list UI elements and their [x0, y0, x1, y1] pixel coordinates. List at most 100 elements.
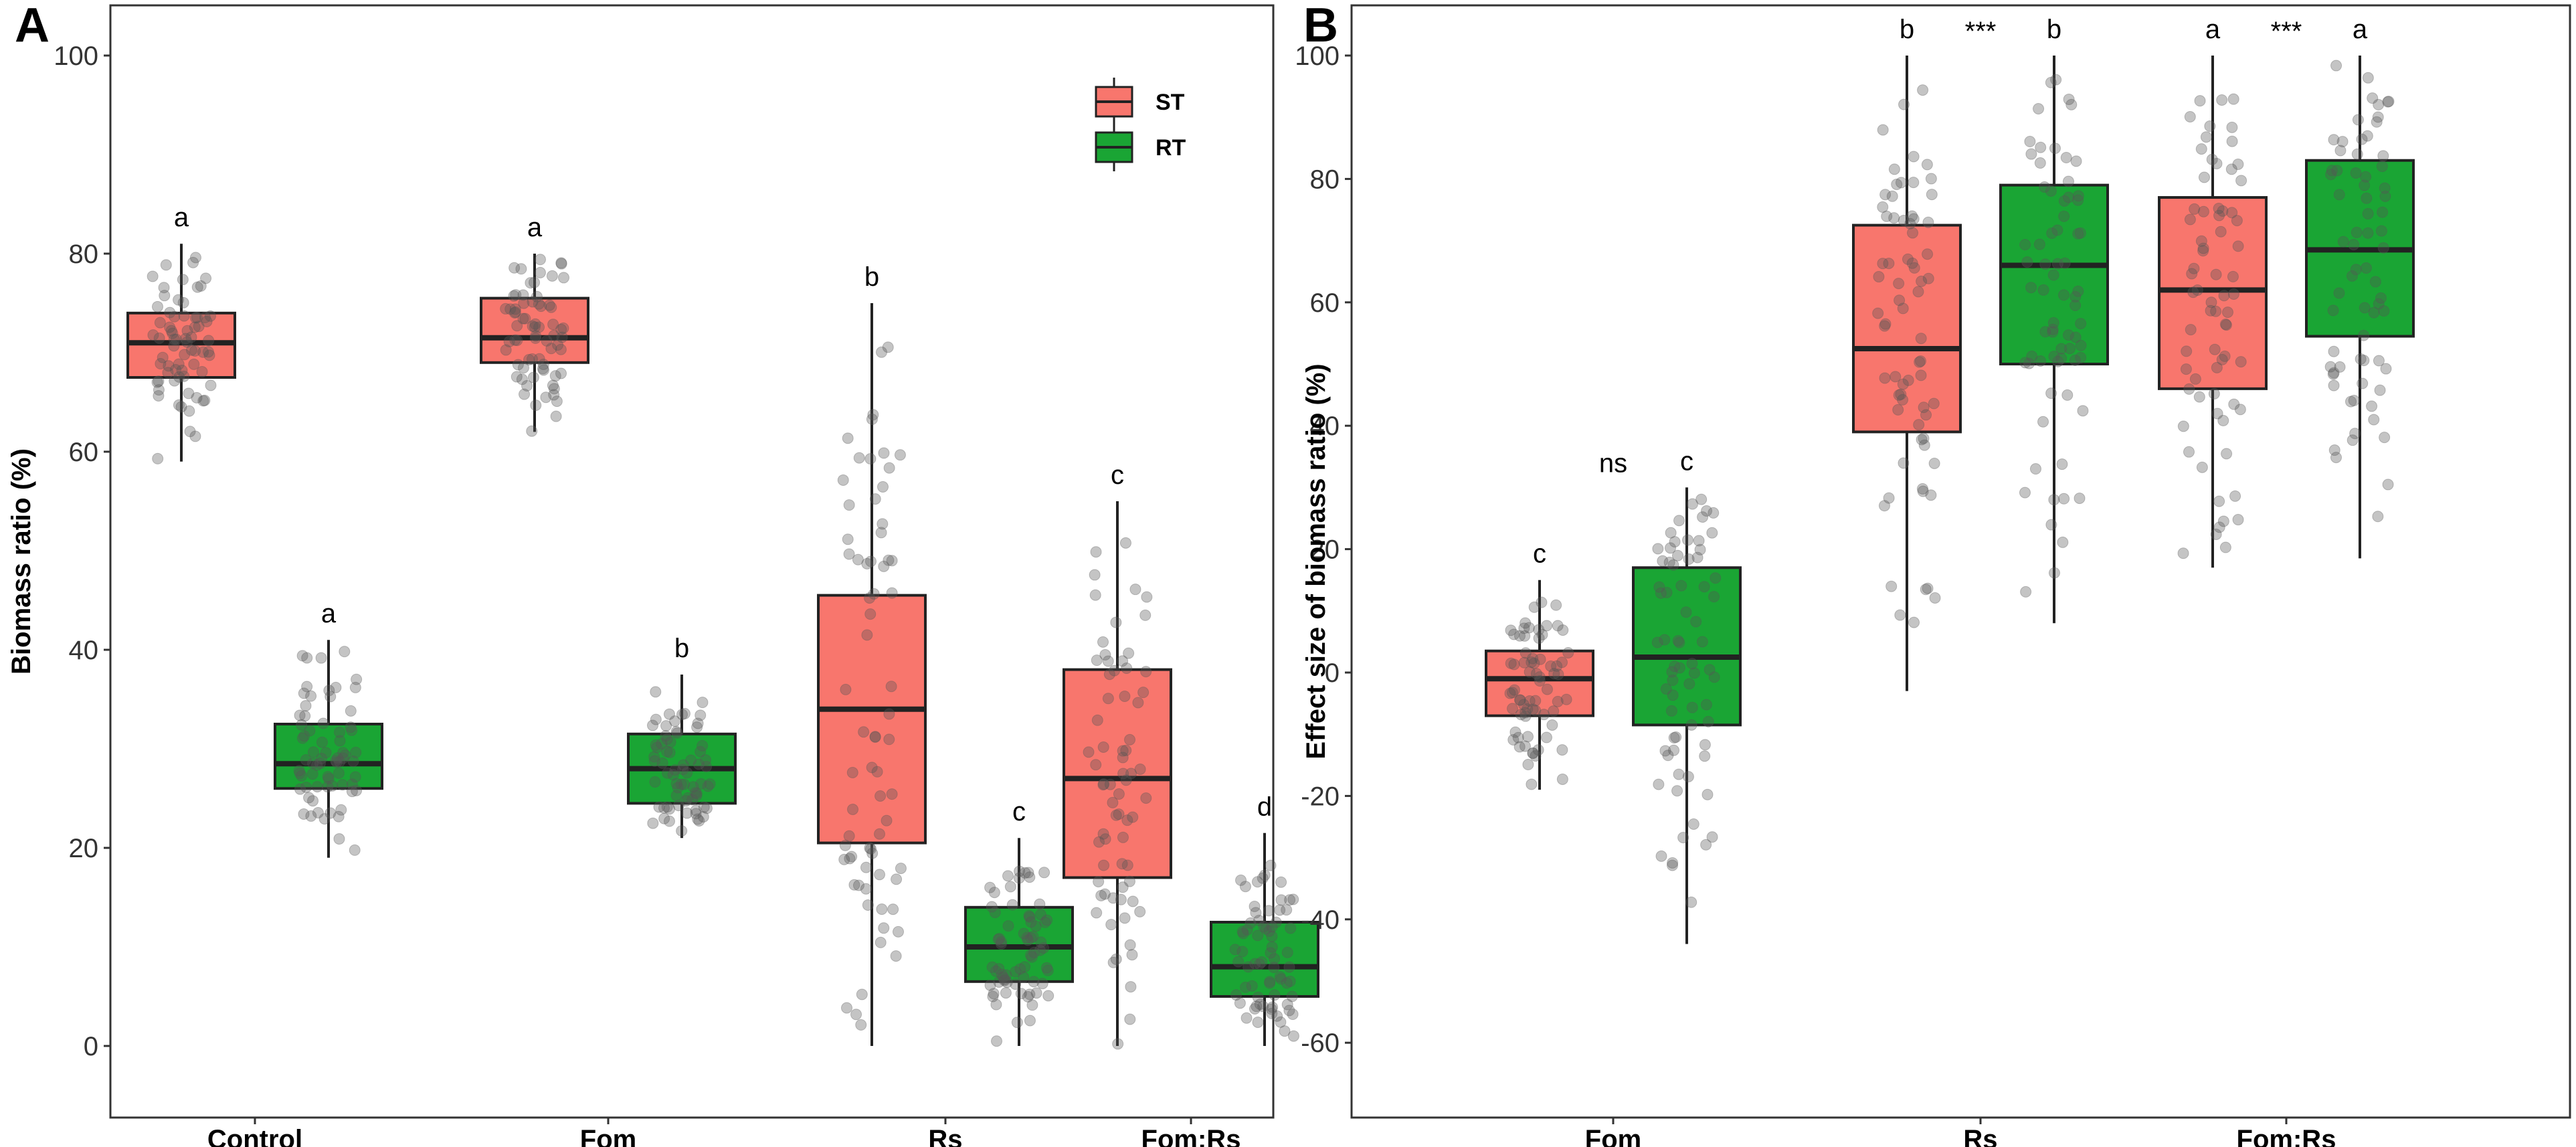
data-point — [2072, 190, 2084, 202]
data-point — [345, 721, 357, 733]
data-point — [1701, 505, 1713, 517]
data-point — [1534, 653, 1546, 665]
data-point — [1520, 707, 1532, 719]
data-point — [843, 499, 855, 511]
data-point — [886, 788, 898, 800]
data-point — [1920, 409, 1932, 421]
data-point — [1508, 658, 1520, 671]
data-point — [660, 730, 672, 742]
box-iqr — [1999, 183, 2109, 365]
data-point — [1536, 596, 1548, 608]
data-point — [311, 759, 323, 771]
data-point — [323, 685, 335, 697]
data-point — [2019, 487, 2031, 499]
data-point — [1139, 609, 1152, 621]
data-point — [1013, 872, 1025, 884]
data-point — [987, 990, 999, 1002]
data-point — [1534, 675, 1546, 687]
box-iqr — [1632, 566, 1742, 727]
data-point — [2216, 94, 2228, 106]
data-point — [1906, 257, 1918, 269]
box-st — [480, 254, 589, 437]
data-point — [1536, 628, 1548, 640]
box-st — [2158, 56, 2268, 568]
data-point — [2227, 288, 2239, 300]
data-point — [1023, 909, 1035, 921]
data-point — [2379, 182, 2391, 194]
data-point — [2194, 95, 2206, 107]
data-point — [661, 745, 673, 758]
data-point — [1034, 944, 1046, 956]
data-point — [1252, 991, 1264, 1003]
data-point — [2209, 343, 2221, 355]
data-point — [2184, 110, 2196, 122]
data-point — [1036, 978, 1048, 990]
data-point — [293, 765, 305, 777]
data-point — [1254, 998, 1266, 1010]
data-point — [151, 300, 163, 313]
significance-letter: b — [864, 262, 879, 292]
x-tick-label: Fom — [580, 1125, 636, 1147]
data-point — [1275, 894, 1287, 906]
data-point — [200, 272, 212, 284]
data-point — [1527, 747, 1539, 760]
data-point — [1265, 1003, 1277, 1015]
data-point — [1548, 705, 1560, 717]
data-point — [330, 755, 342, 767]
data-point — [1129, 584, 1141, 596]
data-point — [1913, 419, 1925, 431]
data-point — [2382, 96, 2394, 108]
data-point — [1279, 1025, 1291, 1037]
data-point — [1696, 636, 1708, 648]
data-point — [1266, 930, 1278, 942]
data-point — [511, 335, 523, 347]
data-point — [165, 325, 177, 337]
data-point — [1274, 971, 1286, 983]
data-point — [2177, 547, 2189, 559]
data-point — [1881, 210, 1893, 222]
data-point — [1266, 1008, 1278, 1020]
data-point — [193, 321, 205, 333]
data-point — [1690, 616, 1702, 628]
data-point — [306, 768, 318, 780]
data-point — [1001, 976, 1013, 988]
data-point — [2359, 179, 2371, 191]
data-point — [1030, 920, 1042, 932]
data-point — [990, 998, 1002, 1010]
data-point — [994, 933, 1006, 945]
data-point — [1898, 215, 1910, 227]
data-point — [1872, 307, 1884, 319]
data-point — [1099, 833, 1111, 845]
data-point — [2188, 262, 2200, 274]
data-point — [1266, 941, 1278, 953]
data-point — [677, 764, 689, 776]
data-point — [2025, 282, 2037, 294]
data-point — [337, 752, 349, 764]
data-point — [1090, 546, 1102, 558]
data-point — [887, 903, 899, 915]
data-point — [315, 652, 327, 664]
data-point — [647, 719, 659, 731]
data-point — [1527, 747, 1539, 760]
data-point — [1673, 636, 1685, 648]
data-point — [2229, 490, 2241, 502]
data-point — [537, 364, 549, 376]
data-point — [527, 371, 539, 383]
data-point — [334, 756, 346, 768]
data-point — [1254, 958, 1266, 970]
data-point — [2186, 268, 2198, 280]
data-point — [316, 736, 328, 748]
data-point — [1042, 964, 1054, 976]
data-point — [866, 414, 878, 426]
data-point — [1915, 333, 1927, 345]
data-point — [2357, 377, 2369, 389]
data-point — [2377, 206, 2389, 218]
data-point — [2226, 207, 2238, 219]
data-point — [1687, 498, 1699, 510]
data-point — [1908, 177, 1920, 189]
data-point — [176, 364, 188, 376]
data-point — [670, 778, 682, 790]
data-point — [1657, 555, 1669, 567]
data-point — [2029, 463, 2041, 475]
